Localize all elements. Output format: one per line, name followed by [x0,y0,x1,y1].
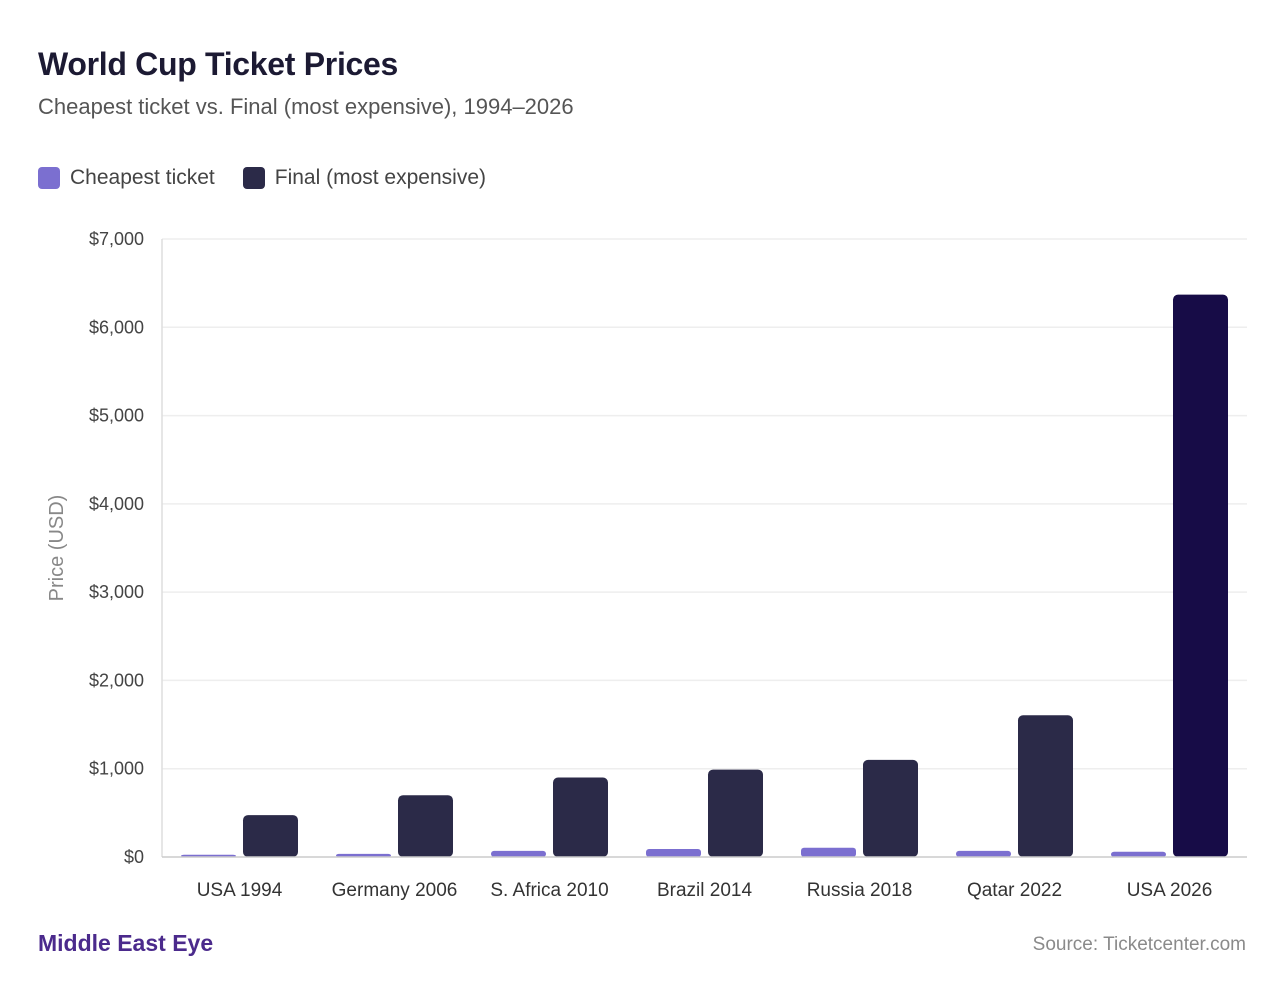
x-tick-label: USA 1994 [197,880,283,901]
bar-final [1173,294,1228,857]
y-tick-label: $3,000 [89,582,144,602]
legend: Cheapest ticket Final (most expensive) [38,166,486,190]
x-tick-label: Brazil 2014 [657,880,752,901]
source-note: Source: Ticketcenter.com [1032,934,1246,955]
legend-swatch-final [242,167,265,189]
bar-final [708,769,763,857]
bar-final [863,759,918,857]
x-tick-label: Russia 2018 [807,880,913,901]
bar-cheapest [956,850,1011,857]
y-tick-label: $1,000 [89,759,144,779]
bar-final [1018,715,1073,857]
x-tick-label: USA 2026 [1127,880,1213,901]
brand-logo-text: Middle East Eye [38,930,214,956]
y-tick-label: $2,000 [89,670,144,690]
y-tick-label: $6,000 [89,317,144,337]
legend-item-final: Final (most expensive) [242,166,486,190]
chart-subtitle: Cheapest ticket vs. Final (most expensiv… [38,94,574,119]
x-tick-label: Qatar 2022 [967,880,1062,901]
legend-label-final: Final (most expensive) [274,166,486,189]
legend-swatch-cheapest [38,167,60,189]
chart-title: World Cup Ticket Prices [38,46,399,82]
y-axis-title: Price (USD) [46,495,68,602]
bar-final [243,815,298,857]
bar-cheapest [646,849,701,857]
y-tick-label: $5,000 [89,406,144,426]
bar-cheapest [336,853,391,857]
legend-label-cheapest: Cheapest ticket [70,166,215,189]
x-tick-label: S. Africa 2010 [490,880,608,901]
bar-cheapest [1111,851,1166,857]
y-tick-label: $7,000 [89,229,144,249]
bar-final [398,795,453,857]
y-tick-label: $4,000 [89,494,144,514]
bar-cheapest [801,847,856,857]
legend-item-cheapest: Cheapest ticket [38,166,215,190]
bar-final [553,777,608,857]
bar-cheapest [491,850,546,857]
y-tick-label: $0 [124,847,144,867]
x-tick-label: Germany 2006 [332,880,458,901]
